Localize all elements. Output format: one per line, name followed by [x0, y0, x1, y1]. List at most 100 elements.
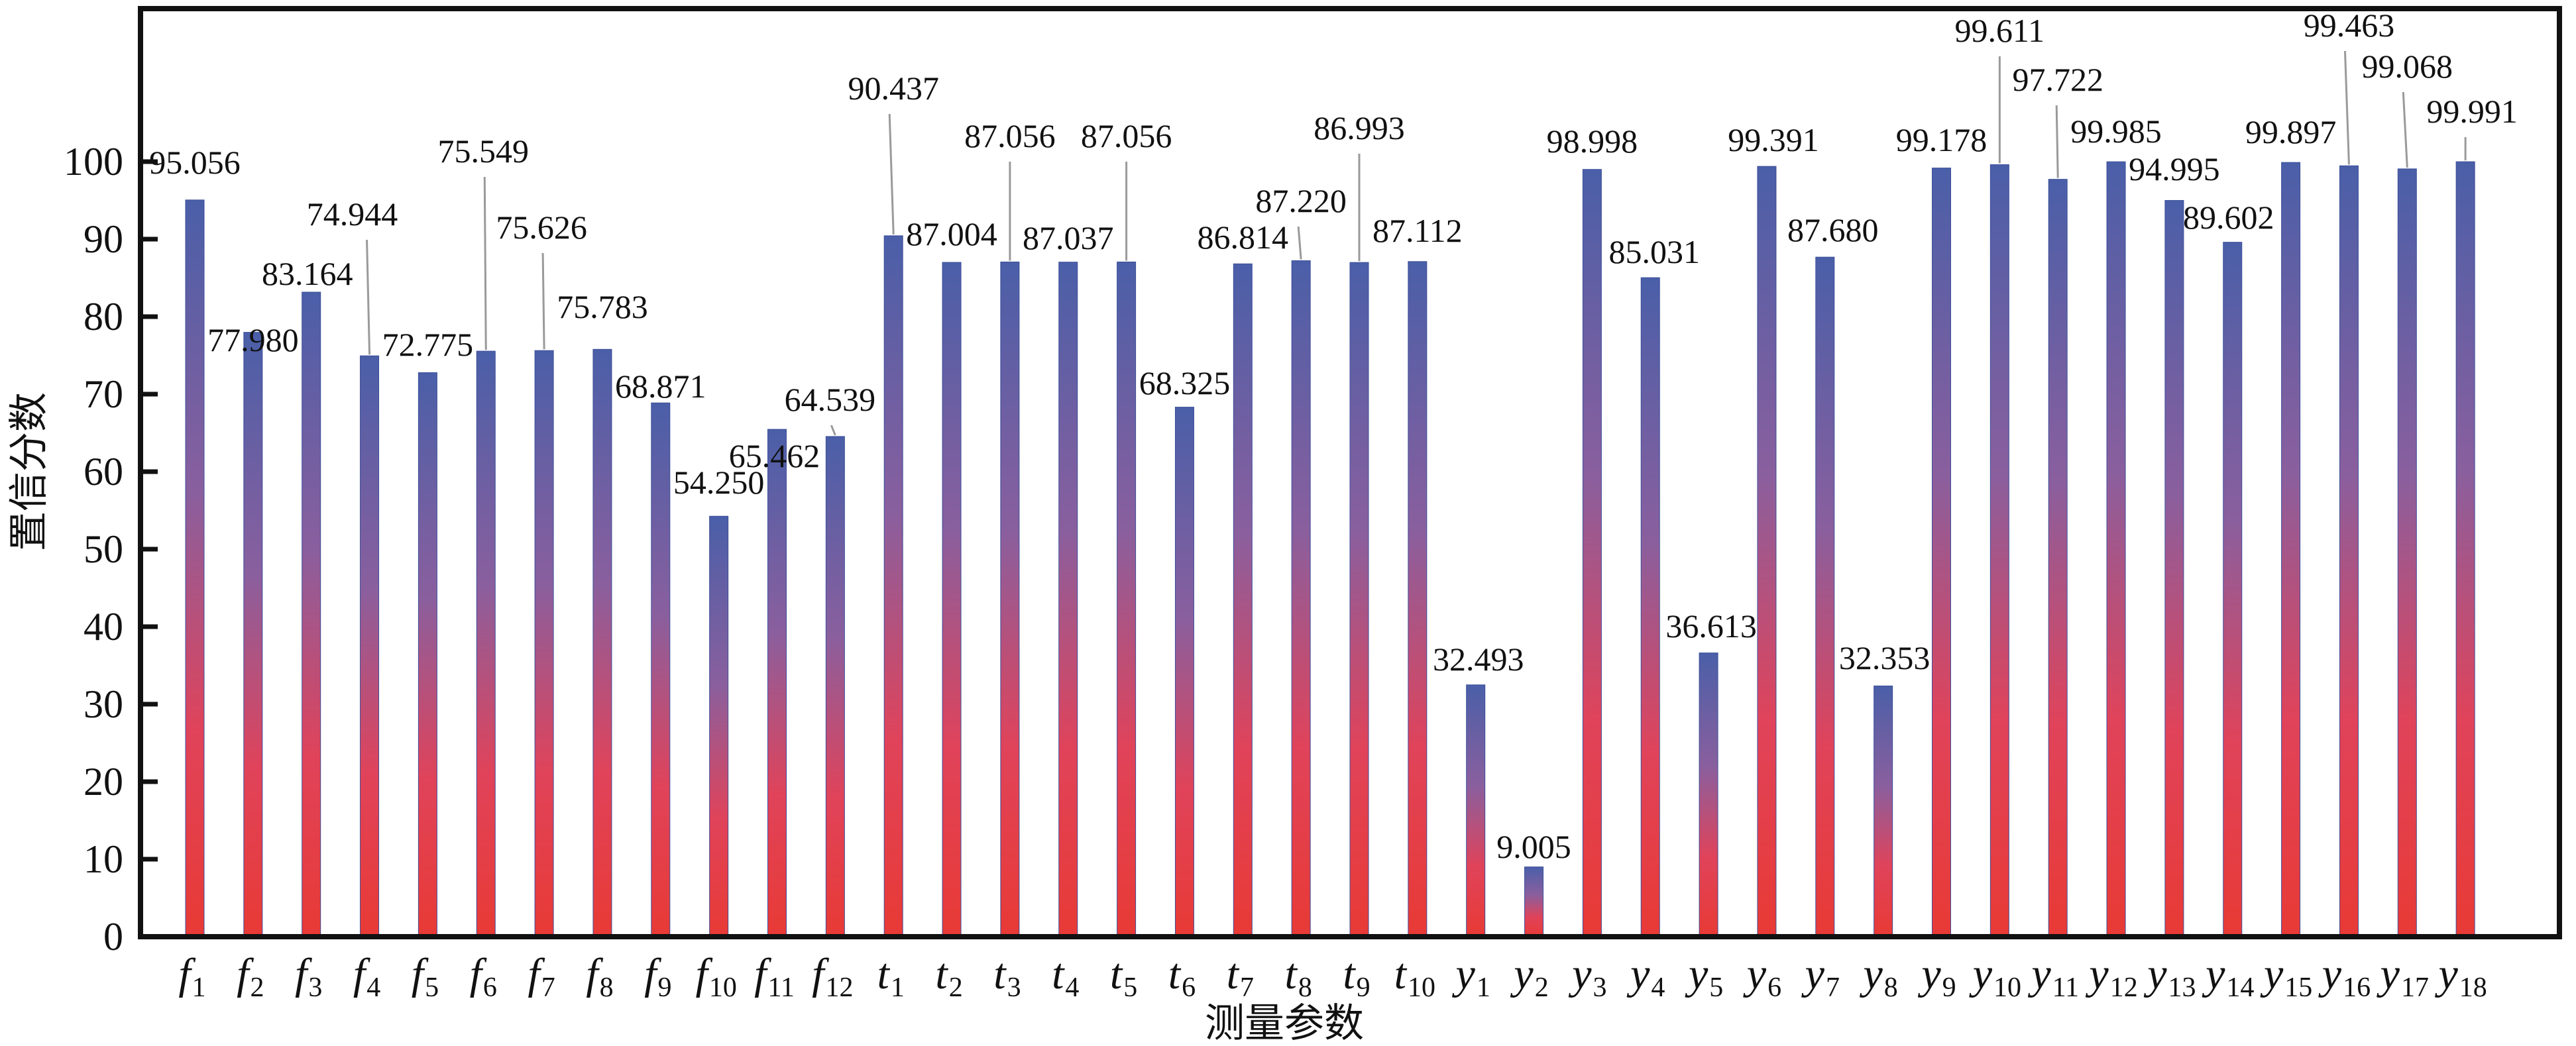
x-tick-label: y3 [1568, 950, 1606, 1003]
leader-lines [366, 50, 2467, 436]
x-axis-tick-labels: f1 f2 f3 f4 f5 f6 f7 f8 f9 f10 f11 f12 t1 t2 t3 t4 t5 t6 t… [178, 950, 2487, 1003]
data-label: 87.004 [906, 215, 997, 252]
bar-y2 [1524, 866, 1544, 937]
x-tick-label: t8 [1284, 950, 1312, 1003]
x-tick-label: f11 [754, 950, 795, 1003]
data-label: 83.164 [262, 255, 353, 292]
y-tick-label: 100 [64, 140, 123, 183]
x-tick-label: y13 [2143, 950, 2196, 1003]
x-tick-label: f12 [812, 950, 853, 1003]
bar-y5 [1699, 653, 1718, 937]
data-label: 65.462 [729, 437, 820, 474]
data-label: 32.353 [1839, 639, 1931, 676]
bar-y11 [2048, 179, 2068, 937]
bars [185, 161, 2475, 937]
bar-f9 [651, 402, 671, 937]
bar-t9 [1349, 262, 1369, 937]
x-tick-label: f1 [178, 950, 205, 1003]
leader-line [888, 113, 895, 235]
bar-y18 [2455, 161, 2475, 937]
x-tick-label: t10 [1394, 950, 1435, 1003]
data-label: 32.493 [1433, 641, 1524, 678]
leader-line [830, 425, 836, 436]
bar-y4 [1640, 277, 1660, 937]
bar-f2 [243, 332, 263, 937]
data-labels: 95.056 77.980 83.164 74.944 72.775 75.549 75.6… [149, 7, 2518, 865]
data-label: 87.220 [1255, 182, 1347, 219]
data-label: 75.549 [438, 132, 530, 170]
data-label: 77.980 [207, 321, 299, 358]
bar-y8 [1874, 685, 1893, 937]
data-label: 99.391 [1728, 121, 1819, 158]
x-tick-label: t7 [1227, 950, 1254, 1003]
y-tick-label: 80 [84, 295, 123, 339]
x-tick-label: t2 [935, 950, 962, 1003]
x-tick-label: f6 [470, 950, 497, 1003]
x-axis-title: 测量参数 [1205, 1000, 1364, 1046]
x-tick-label: y5 [1685, 950, 1723, 1003]
bar-y7 [1815, 256, 1835, 937]
x-tick-label: f3 [295, 950, 322, 1003]
data-label: 99.991 [2426, 93, 2518, 130]
x-tick-label: y14 [2202, 950, 2254, 1003]
leader-line [483, 176, 487, 350]
bar-t4 [1058, 262, 1078, 937]
data-label: 54.250 [673, 464, 765, 501]
data-label: 87.056 [1081, 117, 1172, 154]
bar-y15 [2281, 162, 2301, 937]
bar-t10 [1408, 261, 1428, 937]
data-label: 36.613 [1665, 607, 1757, 645]
x-tick-label: y11 [2027, 950, 2079, 1003]
data-label: 99.897 [2245, 113, 2337, 150]
data-label: 95.056 [149, 144, 241, 181]
data-label: 90.437 [848, 70, 939, 107]
x-tick-label: t3 [993, 950, 1021, 1003]
data-label: 68.325 [1139, 364, 1231, 401]
x-tick-label: y16 [2318, 950, 2371, 1003]
data-label: 75.626 [496, 209, 587, 246]
bar-y14 [2223, 242, 2243, 937]
x-tick-label: f9 [644, 950, 671, 1003]
leader-line [366, 239, 371, 355]
y-tick-label: 90 [84, 217, 123, 261]
data-label: 74.944 [307, 195, 398, 233]
x-tick-label: f8 [586, 950, 613, 1003]
y-tick-label: 20 [84, 760, 123, 804]
bar-f12 [825, 436, 845, 937]
x-tick-label: f5 [412, 950, 439, 1003]
data-label: 97.722 [2012, 61, 2103, 98]
x-tick-label: t4 [1052, 950, 1079, 1003]
bar-t2 [942, 262, 962, 937]
data-label: 99.611 [1955, 12, 2045, 49]
bar-y10 [1989, 164, 2009, 937]
x-tick-label: y6 [1743, 950, 1781, 1003]
bar-t3 [1000, 261, 1020, 937]
bar-y17 [2397, 168, 2417, 937]
bar-f1 [185, 199, 205, 937]
x-tick-label: y2 [1510, 950, 1548, 1003]
data-label: 87.112 [1372, 212, 1463, 249]
bar-t5 [1117, 261, 1137, 937]
bar-f7 [534, 350, 554, 937]
bar-t8 [1291, 260, 1311, 937]
bar-f8 [592, 348, 612, 937]
x-tick-label: t5 [1110, 950, 1137, 1003]
data-label: 87.680 [1787, 211, 1879, 248]
bar-t7 [1233, 263, 1253, 937]
x-tick-label: y18 [2435, 950, 2487, 1003]
data-label: 86.814 [1198, 219, 1289, 256]
x-tick-label: y4 [1626, 950, 1665, 1003]
bar-y12 [2106, 161, 2126, 937]
y-axis-ticks: 0 10 20 30 40 50 60 70 80 90 100 [64, 140, 158, 959]
data-label: 98.998 [1547, 123, 1638, 160]
bar-f11 [767, 429, 787, 937]
bar-t6 [1174, 407, 1194, 937]
x-tick-label: y10 [1969, 950, 2021, 1003]
x-tick-label: t6 [1168, 950, 1196, 1003]
bar-f5 [418, 372, 437, 937]
leader-line [2055, 105, 2059, 178]
x-tick-label: f4 [353, 950, 380, 1003]
bar-y3 [1582, 169, 1602, 937]
x-tick-label: y1 [1452, 950, 1490, 1003]
